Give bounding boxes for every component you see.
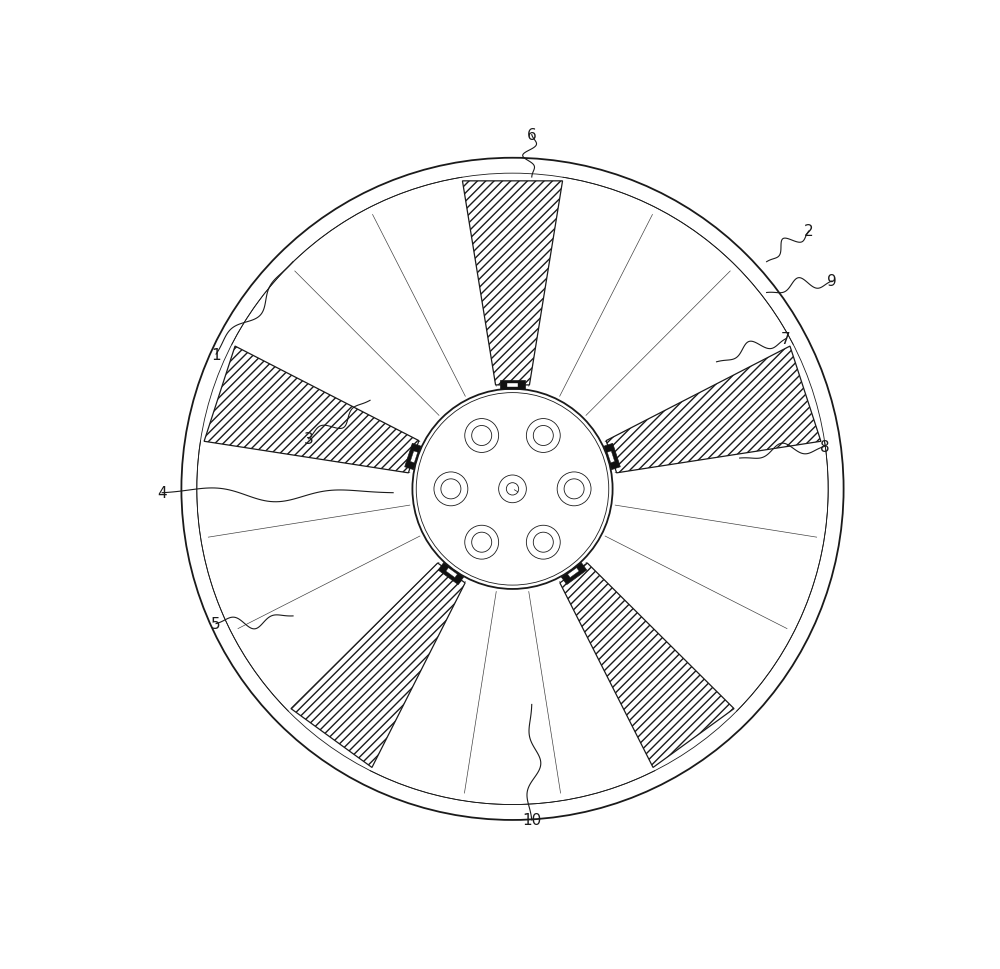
Polygon shape [561, 563, 587, 585]
Text: 2: 2 [804, 224, 814, 239]
Circle shape [526, 526, 560, 559]
Circle shape [557, 473, 591, 506]
Polygon shape [568, 568, 579, 578]
Circle shape [412, 390, 613, 589]
Text: 3: 3 [304, 432, 313, 447]
Polygon shape [500, 380, 525, 390]
Polygon shape [607, 452, 615, 463]
Text: 9: 9 [827, 274, 837, 289]
Polygon shape [410, 452, 418, 463]
Circle shape [499, 476, 526, 503]
Polygon shape [606, 347, 821, 473]
Text: 1: 1 [211, 347, 221, 362]
Text: 8: 8 [820, 440, 829, 454]
Polygon shape [507, 384, 518, 388]
Text: 5: 5 [211, 616, 221, 632]
Polygon shape [462, 181, 563, 386]
Text: 10: 10 [522, 813, 541, 828]
Circle shape [465, 420, 499, 453]
Polygon shape [291, 563, 465, 767]
Polygon shape [604, 444, 620, 470]
Polygon shape [204, 347, 419, 473]
Circle shape [197, 174, 828, 804]
Text: 7: 7 [781, 331, 791, 347]
Polygon shape [438, 563, 464, 585]
Circle shape [465, 526, 499, 559]
Polygon shape [560, 563, 734, 767]
Text: 4: 4 [157, 485, 167, 501]
Polygon shape [446, 568, 457, 578]
Circle shape [434, 473, 468, 506]
Text: 6: 6 [527, 128, 537, 143]
Circle shape [526, 420, 560, 453]
Polygon shape [405, 444, 421, 470]
